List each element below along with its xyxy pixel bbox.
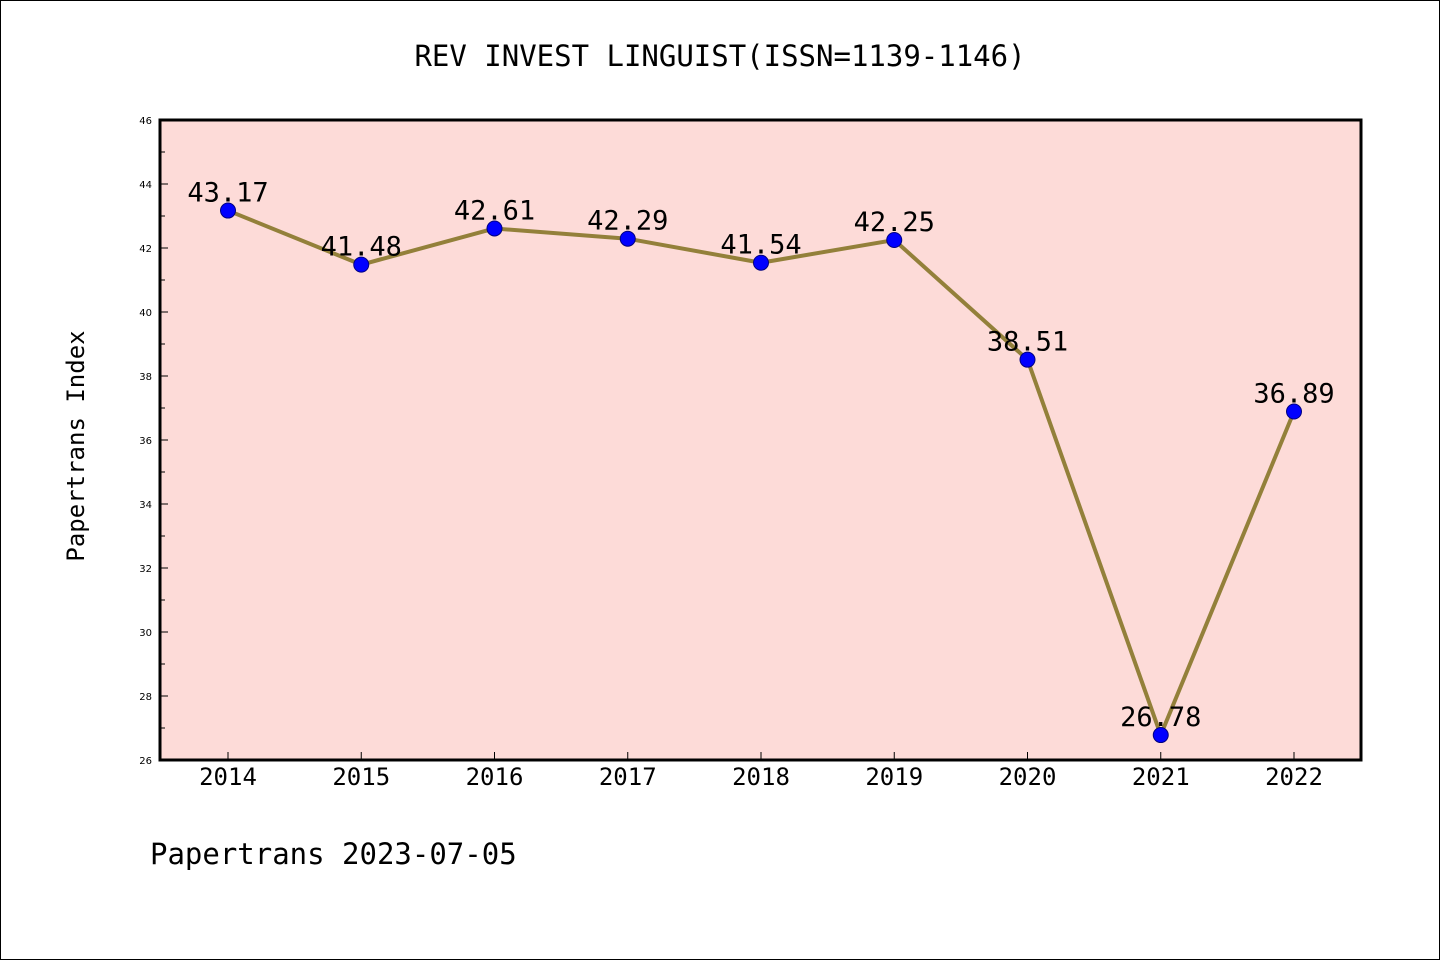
data-label: 42.29 [587,206,668,237]
data-label: 26.78 [1120,702,1201,733]
data-label: 42.25 [854,207,935,238]
y-tick-label: 44 [139,180,152,191]
x-tick-label: 2015 [332,763,390,791]
y-tick-label: 30 [139,628,152,639]
data-labels: 43.17 41.48 42.61 42.29 41.54 42.25 38.51 26.78… [187,178,1334,733]
plot-border [158,118,1363,762]
y-tick-label: 28 [139,692,152,703]
data-point [1019,351,1036,368]
data-point [1286,403,1302,420]
y-tick-label: 40 [139,308,152,319]
data-label: 41.54 [720,230,801,261]
y-tick-label: 34 [139,500,152,511]
data-label: 36.89 [1253,379,1334,410]
y-tick-label: 46 [139,116,152,127]
y-tick-label: 36 [139,436,152,447]
footer-text: Papertrans 2023-07-05 [150,837,517,871]
y-axis: 26 28 30 32 34 36 38 40 42 44 46 [139,116,168,767]
y-tick-label: 26 [139,756,152,767]
y-tick-label: 42 [139,244,152,255]
data-point [486,220,503,237]
x-tick-label: 2019 [865,763,923,791]
x-tick-label: 2020 [999,763,1057,791]
x-tick-label: 2016 [466,763,524,791]
y-axis-label: Papertrans Index [62,330,90,561]
plot-area [160,120,1361,760]
x-tick-label: 2021 [1132,763,1190,791]
x-axis: 2014 2015 2016 2017 2018 2019 2020 2021 2022 [199,752,1323,791]
data-label: 43.17 [187,178,268,209]
y-tick-label: 38 [139,372,152,383]
data-label: 41.48 [321,232,402,263]
chart-title: REV INVEST LINGUIST(ISSN=1139-1146) [414,39,1025,73]
y-tick-label: 32 [139,564,152,575]
data-label: 38.51 [987,327,1068,358]
x-tick-label: 2014 [199,763,257,791]
data-label: 42.61 [454,195,535,226]
data-point [619,230,636,247]
data-point [220,202,236,219]
data-point [1152,727,1169,744]
x-tick-label: 2022 [1265,763,1323,791]
data-markers [220,202,1302,744]
x-tick-label: 2017 [599,763,657,791]
data-point [886,232,903,248]
data-point [753,254,769,271]
x-tick-label: 2018 [732,763,790,791]
data-point [353,256,370,273]
